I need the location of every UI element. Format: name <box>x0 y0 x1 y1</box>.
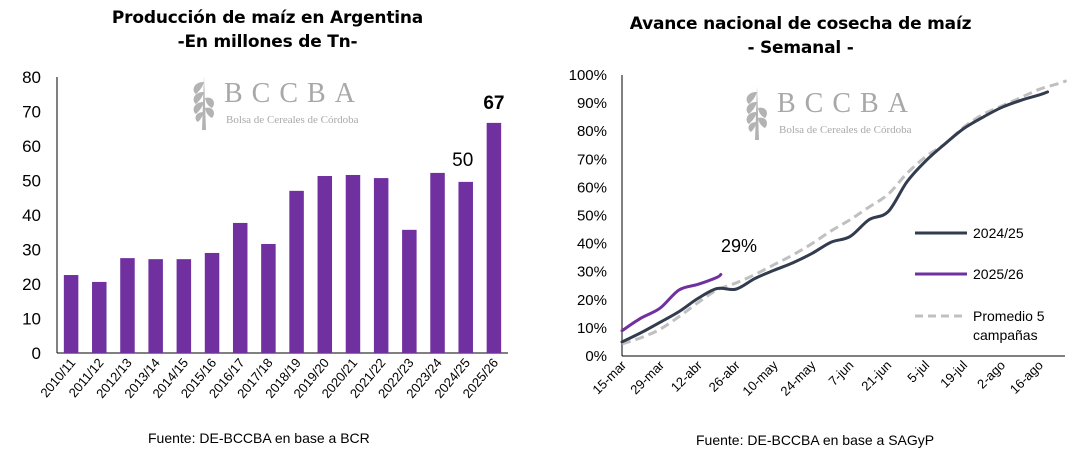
legend-label: Promedio 5 <box>973 308 1045 324</box>
x-tick-label: 12-abr <box>668 357 706 395</box>
harvest-chart-title: Avance nacional de cosecha de maíz - Sem… <box>528 12 1073 60</box>
harvest-progress-chart: Avance nacional de cosecha de maíz - Sem… <box>548 0 1073 457</box>
legend-label: 2025/26 <box>973 266 1024 282</box>
x-tick-label: 2-ago <box>974 358 1008 392</box>
y-tick-label: 0% <box>585 348 607 365</box>
series-line-2024-25 <box>620 90 1050 344</box>
bccba-watermark: BCCBA Bolsa de Cereales de Córdoba <box>190 68 360 137</box>
y-tick-label: 30% <box>577 264 607 281</box>
bar-2025-26 <box>486 122 502 353</box>
bar-2016-17 <box>232 222 248 353</box>
series-line-2025-26 <box>620 273 723 333</box>
bar-2020-21 <box>345 174 361 353</box>
bar-2018-19 <box>289 190 304 353</box>
x-tick-label: 24-may <box>777 357 819 399</box>
title-line-2: -En millones de Tn- <box>177 32 358 52</box>
legend-label: campañas <box>973 327 1038 343</box>
wheat-icon <box>193 76 214 130</box>
y-tick-label: 70 <box>22 103 41 122</box>
bar-2017-18 <box>261 243 276 353</box>
y-tick-label: 20 <box>22 275 41 294</box>
watermark-name: BCCBA <box>224 78 364 109</box>
bar-2010-11 <box>63 275 79 353</box>
bar-2012-13 <box>120 258 135 353</box>
bar-2022-23 <box>402 229 417 353</box>
y-tick-label: 10 <box>22 310 41 329</box>
y-tick-label: 90% <box>577 95 607 112</box>
watermark-subtitle: Bolsa de Cereales de Córdoba <box>226 114 359 126</box>
data-label-2024-25: 50 <box>452 150 473 171</box>
legend: 2024/25 2025/26 Promedio 5 campañas <box>915 225 1045 343</box>
bar-2023-24 <box>430 172 445 353</box>
end-label-2025-26: 29% <box>721 236 757 256</box>
wheat-icon <box>746 86 767 140</box>
y-tick-label: 100% <box>569 67 607 84</box>
bar-2024-25 <box>458 181 473 353</box>
watermark-subtitle: Bolsa de Cereales de Córdoba <box>779 124 912 136</box>
bar-2019-20 <box>317 176 333 353</box>
title-line-2: - Semanal - <box>747 38 854 58</box>
title-line-1: Avance nacional de cosecha de maíz <box>629 14 972 34</box>
y-tick-label: 80 <box>22 68 41 87</box>
y-tick-label: 60% <box>577 179 607 196</box>
y-tick-label: 50 <box>22 172 41 191</box>
production-chart: Producción de maíz en Argentina -En mill… <box>0 6 545 446</box>
title-line-1: Producción de maíz en Argentina <box>111 8 424 28</box>
y-tick-label: 0 <box>32 344 41 363</box>
bar-2014-15 <box>176 259 192 353</box>
bar-2013-14 <box>148 259 163 353</box>
y-tick-label: 10% <box>577 320 607 337</box>
y-tick-label: 60 <box>22 137 41 156</box>
x-tick-label: 21-jun <box>858 358 894 394</box>
y-tick-label: 70% <box>577 151 607 168</box>
bar-2011-12 <box>92 281 107 353</box>
watermark-name: BCCBA <box>777 88 917 119</box>
y-tick-label: 30 <box>22 241 41 260</box>
y-tick-label: 20% <box>577 292 607 309</box>
bar-chart-plot: 010203040506070802010/112011/122012/1320… <box>22 68 508 401</box>
y-tick-label: 80% <box>577 123 607 140</box>
data-label-2025-26: 67 <box>483 93 504 114</box>
x-tick-label: 29-mar <box>627 357 667 397</box>
bccba-watermark: BCCBA Bolsa de Cereales de Córdoba <box>743 78 913 147</box>
bar-2015-16 <box>204 252 220 353</box>
x-tick-label: 7-jun <box>825 358 856 389</box>
production-source-note: Fuente: DE-BCCBA en base a BCR <box>148 430 370 446</box>
x-tick-label: 19-jul <box>937 357 970 390</box>
harvest-source-note: Fuente: DE-BCCBA en base a SAGyP <box>696 432 935 448</box>
bar-2021-22 <box>373 178 389 353</box>
y-tick-label: 40 <box>22 206 41 225</box>
legend-label: 2024/25 <box>973 225 1024 241</box>
y-tick-label: 40% <box>577 236 607 253</box>
production-chart-title: Producción de maíz en Argentina -En mill… <box>0 6 545 54</box>
x-tick-label: 16-ago <box>1007 358 1046 397</box>
x-tick-label: 26-abr <box>706 357 744 395</box>
x-tick-label: 10-may <box>739 357 781 399</box>
line-chart-plot: 0%10%20%30%40%50%60%70%80%90%100%15-mar2… <box>569 67 1068 399</box>
x-tick-label: 5-jul <box>904 357 932 385</box>
y-tick-label: 50% <box>577 208 607 225</box>
